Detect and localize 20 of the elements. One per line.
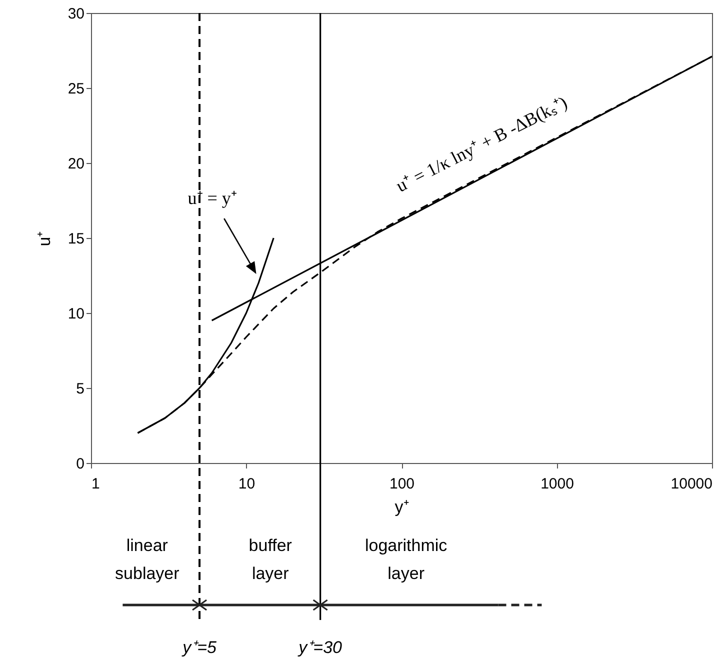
ref-line-label: y⁺=5	[182, 638, 217, 657]
y-tick-label: 15	[68, 230, 84, 248]
ref-line-label: y⁺=30	[298, 638, 343, 657]
text: linear sublayer	[115, 536, 180, 583]
y-tick-label: 25	[68, 80, 84, 98]
y-tick-label: 10	[68, 306, 84, 322]
x-tick-label: 1	[92, 476, 100, 492]
text: buffer layer	[248, 536, 292, 583]
y-tick-label: 20	[68, 156, 84, 172]
y-tick-label: 5	[76, 380, 84, 398]
annotation: u⁺ = y⁺	[188, 188, 237, 208]
y-tick-label: 0	[76, 456, 84, 472]
y-tick-label: 30	[68, 6, 84, 22]
text: logarithmic layer	[364, 536, 448, 583]
x-tick-label: 100	[389, 476, 415, 492]
x-tick-label: 1000	[540, 476, 574, 492]
x-tick-label: 10000	[670, 476, 712, 492]
y-axis-title: u⁺	[34, 230, 54, 246]
x-tick-label: 10	[238, 476, 256, 492]
x-axis-title: y⁺	[394, 498, 410, 516]
